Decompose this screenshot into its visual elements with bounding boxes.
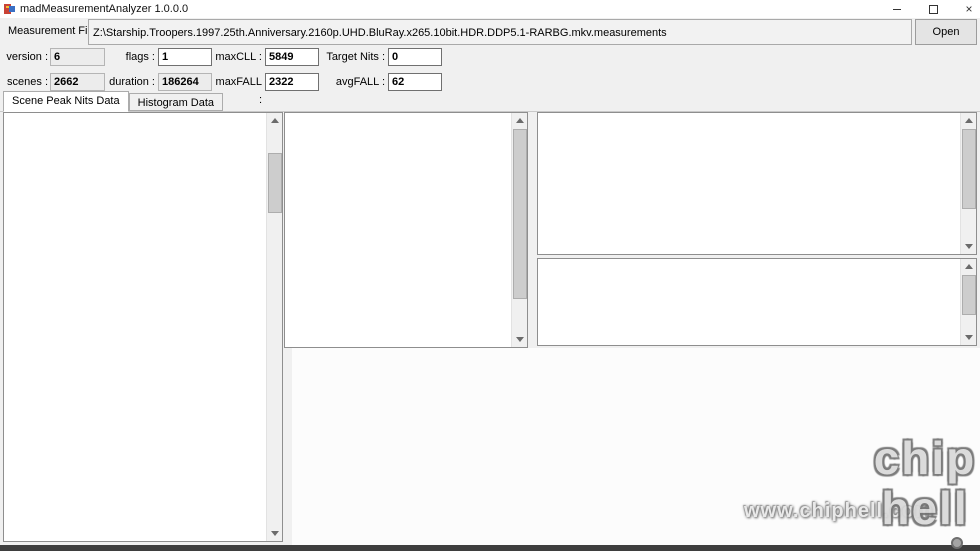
calc-table-scrollbar[interactable] [511,113,527,347]
scroll-down-icon[interactable] [963,331,975,343]
field-label-duration: duration : [109,76,155,88]
field-input-targetnits[interactable] [388,48,442,66]
field-input-duration[interactable] [158,73,212,91]
percentile-table-scrollbar[interactable] [960,113,976,254]
scrollbar-thumb[interactable] [962,275,976,315]
title-bar: madMeasurementAnalyzer 1.0.0.0 × [0,0,980,18]
tab-histogram-data[interactable]: Histogram Data [128,93,224,111]
scroll-down-icon[interactable] [963,240,975,252]
field-label-flags: flags : [125,51,155,63]
tab-page-border [0,111,980,112]
field-input-flags[interactable] [158,48,212,66]
field-label-version: version : [6,51,48,63]
tab-scene-peak-nits-data[interactable]: Scene Peak Nits Data [3,91,129,112]
calculated-values-table [284,112,528,348]
scroll-up-icon[interactable] [514,115,526,127]
close-icon[interactable]: × [965,2,973,16]
scroll-up-icon[interactable] [269,115,281,127]
field-input-scenes[interactable] [50,73,105,91]
field-label-maxcll: maxCLL : [215,51,262,63]
chiphell-logo: chip hell [873,432,977,534]
field-input-version[interactable] [50,48,105,66]
field-label-targetnits: Target Nits : [326,51,385,63]
field-label-maxfall: maxFALL : [215,76,262,106]
field-input-avgfall[interactable] [388,73,442,91]
field-label-avgfall: avgFALL : [335,76,385,88]
app-icon [4,4,15,14]
open-button[interactable]: Open [915,19,977,45]
field-label-scenes: scenes : [7,76,48,88]
scroll-down-icon[interactable] [269,527,281,539]
window-title: madMeasurementAnalyzer 1.0.0.0 [20,3,189,15]
scrollbar-thumb[interactable] [962,129,976,209]
percentile-table [537,112,977,255]
scrollbar-thumb[interactable] [268,153,282,213]
field-input-maxfall[interactable] [265,73,319,91]
scrollbar-thumb[interactable] [513,129,527,299]
peak-nits-chart [292,348,980,546]
tab-strip: Scene Peak Nits Data Histogram Data [3,91,224,112]
pixels-table-scrollbar[interactable] [960,259,976,345]
restore-icon[interactable] [926,2,940,16]
measurement-file-label: Measurement File : [8,25,103,37]
bottom-strip [0,545,980,551]
watermark-url: www.chiphell.com [744,500,934,522]
scene-peak-table [3,112,283,542]
scroll-down-icon[interactable] [514,333,526,345]
scroll-up-icon[interactable] [963,115,975,127]
watermark-dot [951,537,963,549]
measurement-file-input[interactable] [88,19,912,45]
scroll-up-icon[interactable] [963,261,975,273]
field-input-maxcll[interactable] [265,48,319,66]
minimize-icon[interactable] [890,2,904,16]
scene-table-scrollbar[interactable] [266,113,282,541]
pixels-below-table [537,258,977,346]
